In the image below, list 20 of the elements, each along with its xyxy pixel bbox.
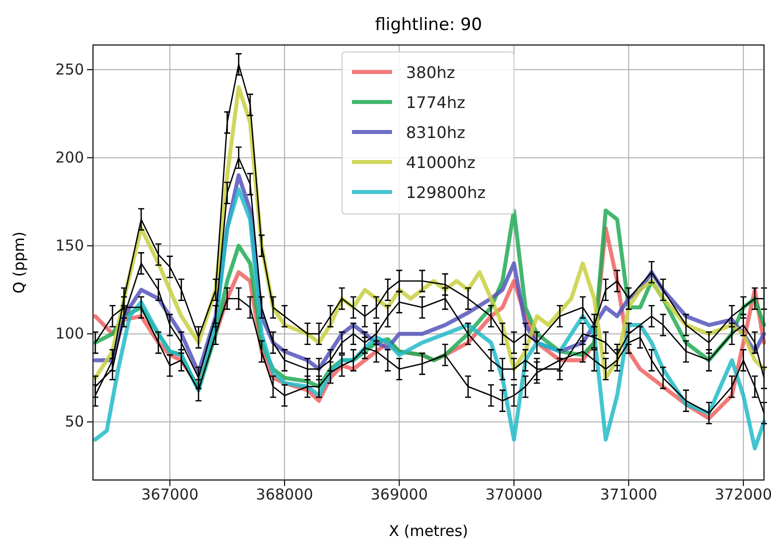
legend-label: 1774hz bbox=[406, 93, 466, 112]
x-tick-label: 367000 bbox=[141, 486, 198, 504]
x-tick-label: 372000 bbox=[714, 486, 771, 504]
legend-label: 129800hz bbox=[406, 183, 486, 202]
x-tick-label: 370000 bbox=[485, 486, 543, 504]
x-tick-label: 369000 bbox=[370, 486, 428, 504]
line-series bbox=[93, 187, 766, 450]
y-axis-title: Q (ppm) bbox=[10, 232, 28, 294]
y-tick-label: 100 bbox=[55, 324, 84, 343]
x-tick-label: 368000 bbox=[256, 486, 314, 504]
y-tick-label: 50 bbox=[64, 412, 84, 431]
y-tick-label: 250 bbox=[55, 60, 84, 78]
y-tick-label: 200 bbox=[55, 148, 84, 167]
chart-title: flightline: 90 bbox=[374, 15, 482, 35]
y-tick-label: 150 bbox=[55, 236, 84, 255]
x-axis-title: X (metres) bbox=[388, 522, 468, 540]
legend-label: 380hz bbox=[406, 63, 456, 82]
legend-label: 41000hz bbox=[406, 153, 476, 172]
x-tick-label: 371000 bbox=[600, 486, 658, 504]
legend-label: 8310hz bbox=[406, 123, 466, 142]
